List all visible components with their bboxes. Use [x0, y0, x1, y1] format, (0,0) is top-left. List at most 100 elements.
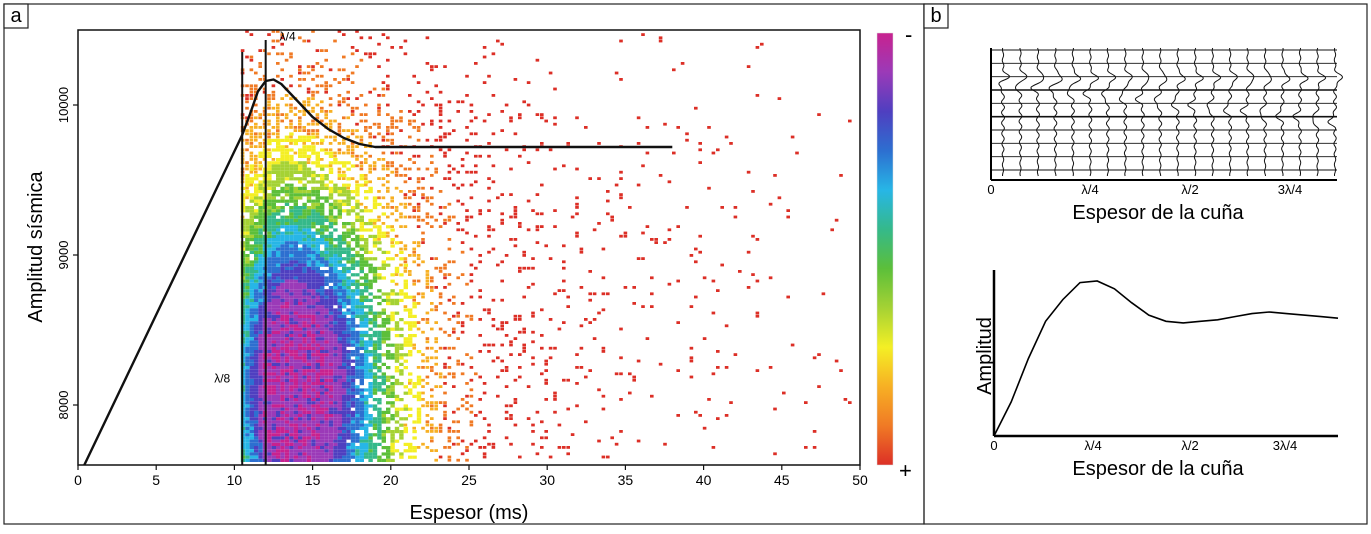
heatmap-cell [302, 260, 307, 264]
heatmap-cell [350, 359, 356, 363]
heatmap-cell [298, 449, 303, 453]
heatmap-cell [298, 170, 303, 174]
heatmap-cell [430, 65, 434, 68]
heatmap-cell [245, 327, 250, 331]
heatmap-cell [337, 391, 342, 395]
heatmap-cell [553, 398, 557, 401]
heatmap-cell [364, 52, 368, 56]
heatmap-cell [284, 254, 290, 258]
heatmap-cell [311, 426, 316, 430]
heatmap-cell [249, 225, 254, 229]
heatmap-cell [245, 273, 250, 277]
heatmap-cell [267, 122, 271, 126]
heatmap-cell [289, 318, 294, 322]
heatmap-cell [487, 177, 491, 180]
heatmap-cell [298, 177, 303, 181]
heatmap-cell [298, 327, 303, 331]
heatmap-cell [306, 138, 312, 142]
heatmap-cell [544, 382, 548, 385]
heatmap-cell [249, 404, 254, 408]
heatmap-cell [579, 346, 584, 350]
heatmap-cell [298, 382, 303, 386]
heatmap-cell [306, 449, 312, 453]
heatmap-cell [289, 103, 293, 107]
heatmap-cell [311, 330, 316, 334]
heatmap-cell [289, 407, 294, 411]
heatmap-cell [276, 286, 281, 290]
heatmap-cell [284, 289, 290, 293]
heatmap-cell [311, 174, 316, 178]
heatmap-cell [328, 426, 334, 430]
heatmap-cell [487, 308, 491, 312]
heatmap-cell [280, 398, 285, 402]
heatmap-cell [258, 378, 263, 382]
heatmap-cell [377, 414, 382, 418]
heatmap-cell [377, 190, 381, 193]
heatmap-cell [425, 36, 430, 40]
heatmap-cell [434, 305, 438, 308]
heatmap-cell [315, 295, 320, 299]
heatmap-cell [469, 366, 474, 369]
heatmap-cell [447, 132, 452, 136]
heatmap-cell [403, 206, 408, 209]
heatmap-cell [434, 138, 438, 142]
heatmap-cell [254, 407, 259, 411]
heatmap-cell [276, 106, 280, 110]
heatmap-cell [289, 337, 294, 341]
heatmap-cell [553, 346, 557, 350]
heatmap-cell [315, 327, 320, 331]
heatmap-cell [254, 212, 259, 216]
heatmap-cell [509, 167, 513, 171]
heatmap-cell [557, 423, 562, 427]
heatmap-cell [276, 193, 281, 197]
heatmap-cell [284, 350, 290, 354]
heatmap-cell [293, 212, 298, 216]
heatmap-cell [381, 135, 386, 139]
heatmap-cell [302, 436, 307, 440]
heatmap-cell [311, 302, 316, 306]
heatmap-cell [284, 231, 290, 235]
heatmap-cell [443, 446, 447, 449]
heatmap-cell [372, 407, 378, 411]
heatmap-cell [355, 129, 359, 132]
heatmap-cell [258, 234, 263, 238]
heatmap-cell [408, 254, 412, 257]
heatmap-cell [355, 244, 360, 248]
heatmap-cell [350, 388, 356, 392]
heatmap-cell [254, 404, 259, 408]
heatmap-cell [254, 340, 259, 344]
heatmap-cell [337, 458, 342, 462]
heatmap-cell [350, 282, 356, 286]
heatmap-cell [249, 273, 254, 277]
heatmap-cell [355, 263, 360, 267]
heatmap-cell [320, 385, 325, 389]
heatmap-cell [544, 378, 548, 382]
heatmap-cell [328, 362, 334, 366]
heatmap-cell [289, 231, 294, 235]
heatmap-cell [306, 238, 312, 242]
heatmap-cell [386, 330, 391, 334]
heatmap-cell [267, 113, 271, 116]
heatmap-cell [324, 122, 328, 126]
heatmap-cell [403, 225, 408, 228]
heatmap-cell [390, 132, 394, 136]
heatmap-cell [315, 276, 320, 280]
heatmap-cell [267, 266, 272, 270]
heatmap-cell [333, 430, 338, 434]
heatmap-cell [372, 398, 378, 402]
heatmap-cell [249, 407, 254, 411]
heatmap-cell [540, 308, 544, 312]
heatmap-cell [368, 180, 372, 184]
heatmap-cell [298, 417, 303, 421]
heatmap-cell [328, 334, 334, 338]
heatmap-cell [254, 426, 259, 430]
heatmap-cell [386, 410, 391, 414]
heatmap-cell [632, 302, 636, 305]
heatmap-cell [412, 206, 416, 209]
heatmap-cell [518, 314, 522, 318]
heatmap-cell [271, 106, 276, 110]
heatmap-cell [306, 311, 312, 315]
heatmap-cell [381, 266, 386, 270]
heatmap-cell [258, 65, 262, 68]
heatmap-cell [271, 158, 276, 161]
